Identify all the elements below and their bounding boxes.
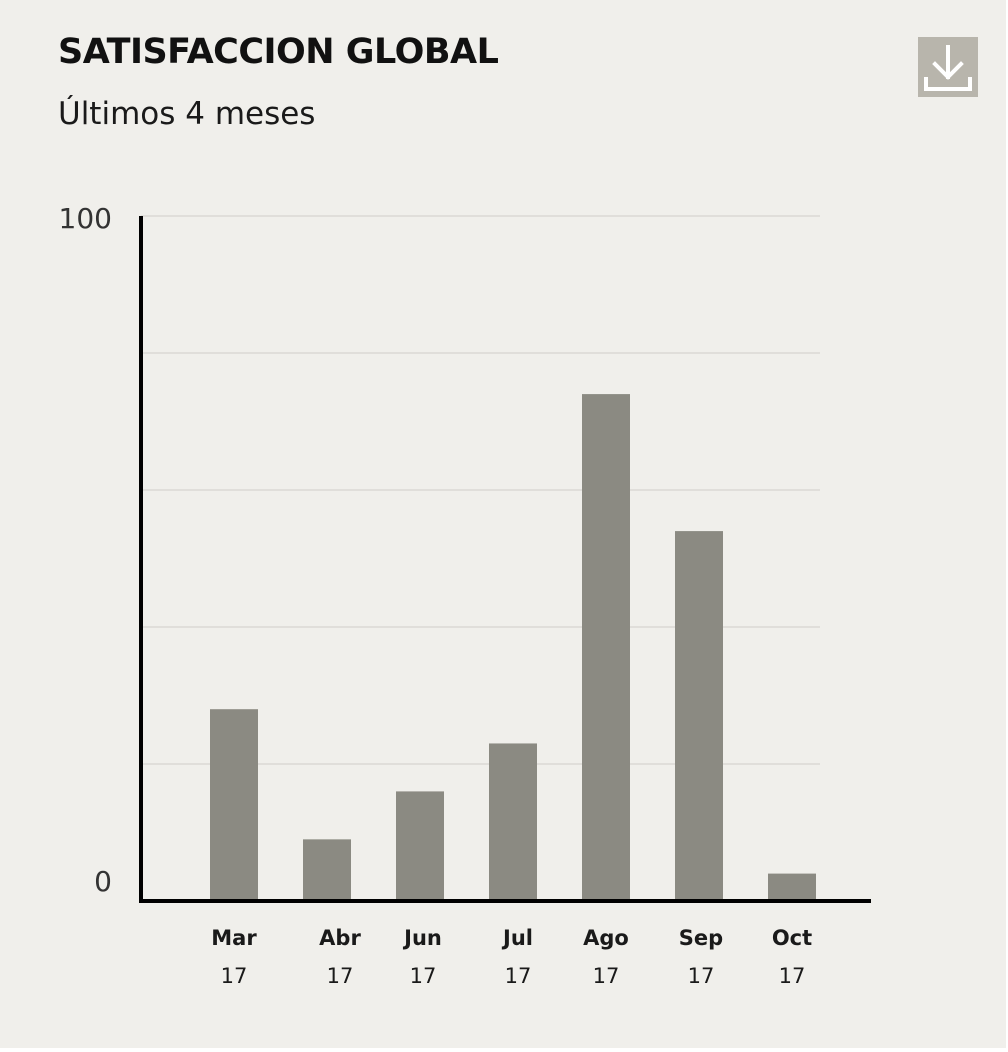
x-tick-label-month: Jun bbox=[402, 926, 442, 950]
bar-ago bbox=[582, 394, 630, 901]
bars bbox=[210, 394, 816, 901]
x-tick-label-month: Ago bbox=[583, 926, 629, 950]
x-tick-label-month: Mar bbox=[211, 926, 257, 950]
x-tick-label-month: Abr bbox=[319, 926, 361, 950]
y-tick-label-max: 100 bbox=[59, 202, 112, 235]
x-tick-label-year: 17 bbox=[410, 964, 437, 988]
y-tick-label-min: 0 bbox=[94, 865, 112, 898]
tick-labels: 100 0 Mar 17 Abr 17 Jun 17 Jul 17 Ago 17 Sep 17 Oct 17 bbox=[59, 202, 813, 988]
x-tick-label-year: 17 bbox=[327, 964, 354, 988]
x-tick-label-year: 17 bbox=[505, 964, 532, 988]
x-tick-label-year: 17 bbox=[593, 964, 620, 988]
x-tick-label-year: 17 bbox=[779, 964, 806, 988]
bar-jul bbox=[489, 743, 537, 901]
download-icon bbox=[924, 45, 972, 91]
x-tick-label-month: Jul bbox=[501, 926, 533, 950]
bar-mar bbox=[210, 709, 258, 901]
x-tick-label-month: Sep bbox=[679, 926, 723, 950]
x-tick-label-year: 17 bbox=[221, 964, 248, 988]
x-tick-label-month: Oct bbox=[772, 926, 812, 950]
bar-sep bbox=[675, 531, 723, 901]
x-tick-label-year: 17 bbox=[688, 964, 715, 988]
chart-subtitle: Últimos 4 meses bbox=[58, 96, 316, 132]
bar-abr bbox=[303, 839, 351, 901]
bar-jun bbox=[396, 791, 444, 901]
chart-title: SATISFACCION GLOBAL bbox=[58, 32, 499, 72]
download-button[interactable] bbox=[918, 37, 978, 97]
bar-oct bbox=[768, 873, 816, 901]
axes bbox=[139, 216, 871, 903]
